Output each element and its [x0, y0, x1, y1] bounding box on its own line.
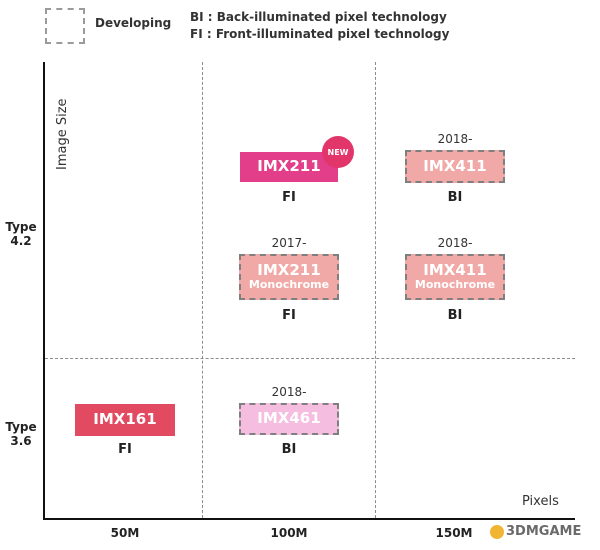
sensor-imx411: IMX411 — [405, 150, 505, 183]
new-badge: NEW — [322, 136, 354, 168]
sensor-imx411-monochrome: IMX411 Monochrome — [405, 254, 505, 300]
sensor-imx211-monochrome: IMX211 Monochrome — [239, 254, 339, 300]
y-axis-line — [43, 62, 45, 520]
y-axis-title: Image Size — [55, 98, 70, 170]
sensor-name: IMX161 — [93, 410, 157, 429]
sensor-name: IMX411 — [423, 156, 487, 175]
sensor-year-label: 2018- — [437, 236, 473, 250]
y-category-line1: Type — [5, 220, 37, 234]
y-axis-title-wrap: Image Size — [54, 70, 74, 170]
x-category-50m: 50M — [110, 526, 140, 540]
sensor-tech-label: FI — [282, 308, 296, 323]
y-category-type-3-6: Type 3.6 — [0, 420, 42, 448]
sensor-year-label: 2017- — [271, 236, 307, 250]
grid-line-horizontal — [45, 358, 575, 359]
x-axis-line — [43, 518, 575, 520]
sensor-year-label: 2018- — [437, 132, 473, 146]
sensor-tech-label: BI — [281, 442, 297, 457]
grid-line-vertical — [375, 62, 376, 518]
x-category-100m: 100M — [270, 526, 308, 540]
sensor-name: IMX211 — [257, 261, 321, 280]
sensor-name: IMX461 — [257, 409, 321, 428]
sensor-name: IMX211 — [257, 157, 321, 176]
legend-bi-label: BI : Back-illuminated pixel technology — [190, 10, 447, 24]
legend-developing-label: Developing — [95, 16, 172, 30]
sensor-subtitle: Monochrome — [248, 278, 330, 292]
sensor-subtitle: Monochrome — [414, 278, 496, 292]
legend-fi-label: FI : Front-illuminated pixel technology — [190, 27, 450, 41]
sensor-imx161: IMX161 — [75, 404, 175, 436]
watermark: 3DMGAME — [490, 524, 581, 539]
sensor-imx211: IMX211 — [240, 152, 338, 182]
y-category-line2: 4.2 — [10, 234, 32, 248]
grid-line-vertical — [202, 62, 203, 518]
x-category-150m: 150M — [435, 526, 473, 540]
sensor-name: IMX411 — [423, 261, 487, 280]
watermark-text: 3DMGAME — [506, 524, 582, 539]
sensor-tech-label: FI — [282, 190, 296, 205]
sensor-tech-label: BI — [447, 190, 463, 205]
y-category-line1: Type — [5, 420, 37, 434]
sensor-year-label: 2018- — [271, 385, 307, 399]
y-category-line2: 3.6 — [10, 434, 32, 448]
legend-developing-swatch — [45, 8, 85, 44]
sensor-tech-label: BI — [447, 308, 463, 323]
y-category-type-4-2: Type 4.2 — [0, 220, 42, 248]
x-axis-title: Pixels — [522, 494, 559, 509]
sensor-tech-label: FI — [118, 442, 132, 457]
watermark-logo-icon — [490, 524, 504, 539]
sensor-imx461: IMX461 — [239, 403, 339, 435]
